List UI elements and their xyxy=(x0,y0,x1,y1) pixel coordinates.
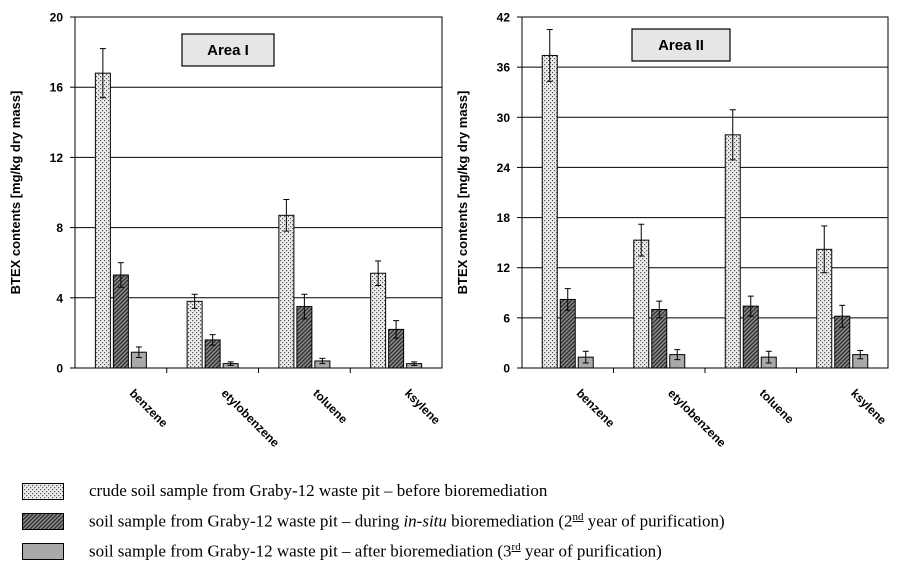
y-tick-label: 42 xyxy=(497,11,511,25)
x-tick-label: benzene xyxy=(574,386,618,430)
y-tick-label: 12 xyxy=(497,261,511,275)
bar xyxy=(112,274,129,369)
y-tick-label: 4 xyxy=(56,291,63,305)
legend-label-before: crude soil sample from Graby-12 waste pi… xyxy=(89,481,548,500)
bar xyxy=(541,54,558,369)
bar xyxy=(633,239,650,369)
y-axis-label: BTEX contents [mg/kg dry mass] xyxy=(455,91,470,295)
area-label-box xyxy=(181,33,275,67)
x-tick-label: ksylene xyxy=(402,386,443,427)
charts-svg: 0 4 8 12 16 20 BTEX contents [mg/kg dry mass] b… xyxy=(8,11,889,451)
plot-frame xyxy=(74,16,443,369)
legend-item-during: soil sample from Graby-12 waste pit – du… xyxy=(22,508,892,538)
legend-after-pre: soil sample from Graby-12 waste pit – af… xyxy=(89,541,512,561)
bar xyxy=(370,272,387,369)
y-tick-label: 30 xyxy=(497,111,511,125)
legend-after-post: year of purification) xyxy=(520,541,662,561)
chart-area-1: 0 4 8 12 16 20 BTEX contents [mg/kg dry mass] b… xyxy=(8,11,443,451)
legend-swatch-dotted xyxy=(22,483,64,500)
area-label: Area II xyxy=(658,37,704,54)
y-tick-label: 6 xyxy=(503,311,510,325)
y-tick-label: 8 xyxy=(56,221,63,235)
x-tick-label: benzene xyxy=(127,386,171,430)
x-tick-label: toluene xyxy=(757,386,797,426)
y-tick-label: 24 xyxy=(497,161,511,175)
y-tick-label: 0 xyxy=(56,362,63,376)
legend-label-during: soil sample from Graby-12 waste pit – du… xyxy=(89,511,725,532)
bar xyxy=(278,214,295,369)
legend-swatch-hatched xyxy=(22,513,64,530)
y-axis-label: BTEX contents [mg/kg dry mass] xyxy=(8,91,23,295)
area-label-box xyxy=(631,28,731,62)
x-tick-label: ksylene xyxy=(848,386,889,427)
legend-item-before: crude soil sample from Graby-12 waste pi… xyxy=(22,478,892,508)
plot-frame xyxy=(521,16,889,369)
bar xyxy=(724,134,741,369)
y-tick-label: 12 xyxy=(50,151,64,165)
x-tick-label: etylobenzene xyxy=(665,386,729,450)
bar xyxy=(94,72,111,369)
legend-after-sup: rd xyxy=(511,541,521,553)
legend-swatch-solid xyxy=(22,543,64,560)
legend-during-post: year of purification) xyxy=(583,511,725,531)
y-tick-label: 18 xyxy=(497,211,511,225)
x-tick-label: etylobenzene xyxy=(219,386,283,450)
y-tick-label: 16 xyxy=(50,81,64,95)
chart-area-2: 0 6 12 18 24 30 36 42 BTEX contents [mg/kg dry m… xyxy=(455,11,889,451)
area-label: Area I xyxy=(207,42,249,59)
y-tick-label: 20 xyxy=(50,11,64,25)
legend: crude soil sample from Graby-12 waste pi… xyxy=(22,478,892,568)
legend-during-pre: soil sample from Graby-12 waste pit – du… xyxy=(89,511,404,531)
x-tick-label: toluene xyxy=(310,386,350,426)
legend-label-after: soil sample from Graby-12 waste pit – af… xyxy=(89,541,662,562)
y-tick-label: 0 xyxy=(503,362,510,376)
legend-during-italic: in-situ xyxy=(403,511,447,531)
legend-during-mid: bioremediation (2 xyxy=(446,511,573,531)
bar xyxy=(186,300,203,369)
legend-during-sup: nd xyxy=(572,511,584,523)
y-tick-label: 36 xyxy=(497,61,511,75)
legend-item-after: soil sample from Graby-12 waste pit – af… xyxy=(22,538,892,568)
